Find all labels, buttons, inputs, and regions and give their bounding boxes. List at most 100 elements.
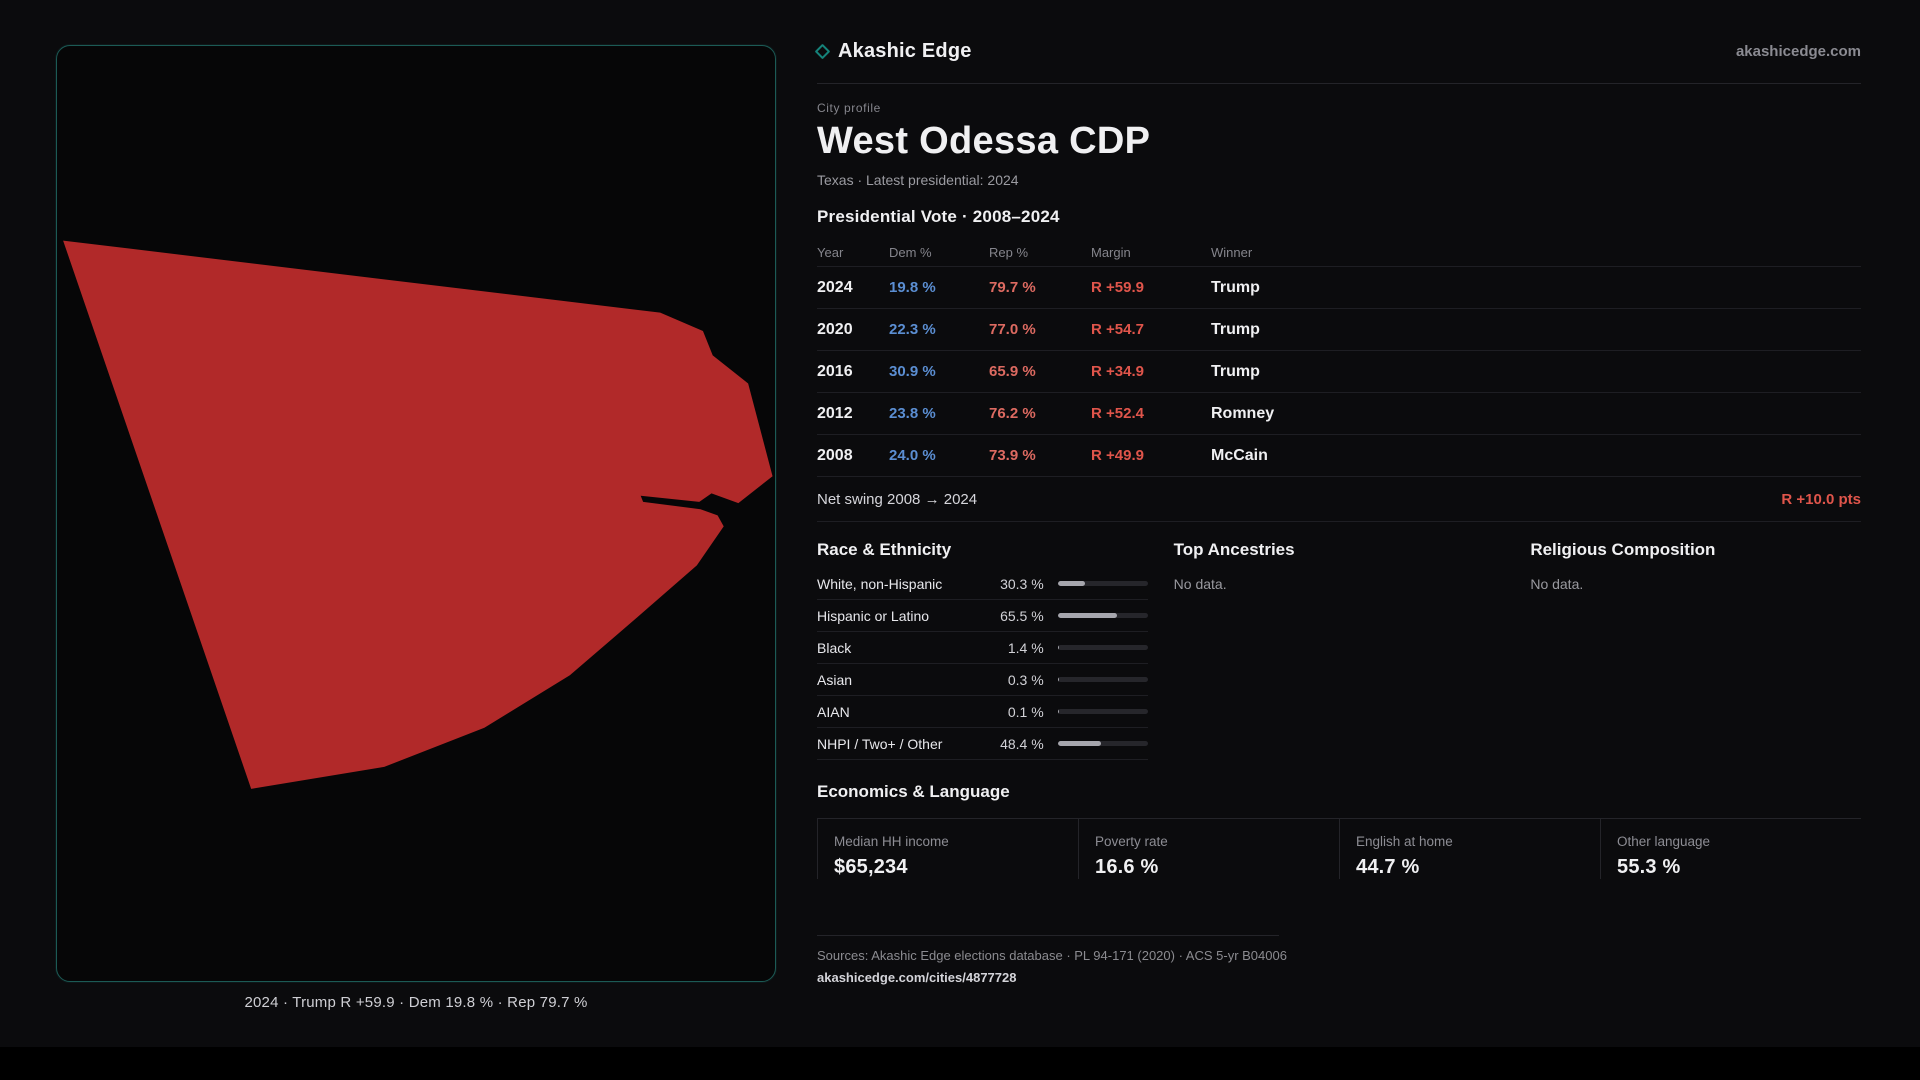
vote-section-heading: Presidential Vote · 2008–2024 [817,207,1060,226]
race-bar-fill [1057,613,1117,618]
list-item: NHPI / Two+ / Other 48.4 % [817,728,1148,760]
list-item: Hispanic or Latino 65.5 % [817,600,1148,632]
table-row: 2016 30.9 % 65.9 % R +34.9 Trump [817,351,1861,393]
cell-dem: 23.8 % [889,405,936,422]
race-bar-fill [1057,645,1059,650]
race-value: 0.3 % [1007,671,1044,688]
sources-text: Sources: Akashic Edge elections database… [817,948,1287,963]
stat-label: Median HH income [834,834,949,849]
cell-rep: 76.2 % [989,405,1036,422]
stat-card: English at home 44.7 % [1339,819,1600,879]
stat-label: Other language [1617,834,1711,849]
stat-label: Poverty rate [1095,834,1168,849]
stat-value: 44.7 % [1356,856,1420,878]
cell-margin: R +34.9 [1091,363,1144,380]
cell-year: 2016 [817,362,853,380]
vote-table: Year Dem % Rep % Margin Winner 2024 19.8… [817,239,1861,477]
bottom-strip [0,1047,1920,1080]
cell-rep: 77.0 % [989,321,1036,338]
race-value: 30.3 % [1000,575,1044,592]
net-swing-label: Net swing 2008 → 2024 [817,491,978,508]
col-margin: Margin [1091,245,1131,260]
cell-margin: R +52.4 [1091,405,1144,422]
brand-name: Akashic Edge [838,40,972,62]
cell-winner: Trump [1211,278,1260,296]
net-swing-row: Net swing 2008 → 2024 R +10.0 pts [817,477,1861,522]
stat-card: Other language 55.3 % [1600,819,1861,879]
race-bar [1057,613,1148,618]
diamond-logo-icon [814,43,831,60]
cell-winner: Romney [1211,404,1275,422]
cell-dem: 30.9 % [889,363,936,380]
race-bar-fill [1057,741,1102,746]
stat-value: 55.3 % [1617,856,1681,878]
list-item: White, non-Hispanic 30.3 % [817,568,1148,600]
vote-table-header: Year Dem % Rep % Margin Winner [817,239,1861,267]
race-label: AIAN [817,703,850,720]
race-label: Hispanic or Latino [817,607,930,624]
page-title: West Odessa CDP [817,120,1151,162]
profile-panel: Akashic Edge akashicedge.com City profil… [776,0,1920,1047]
race-value: 48.4 % [1000,735,1044,752]
cell-margin: R +54.7 [1091,321,1144,338]
race-value: 0.1 % [1007,703,1044,720]
col-dem: Dem % [889,245,932,260]
eyebrow-label: City profile [817,101,881,115]
stat-value: 16.6 % [1095,856,1159,878]
table-row: 2024 19.8 % 79.7 % R +59.9 Trump [817,267,1861,309]
page-subtitle: Texas · Latest presidential: 2024 [817,172,1019,188]
col-winner: Winner [1211,245,1253,260]
city-map-svg [63,240,773,789]
cell-year: 2024 [817,278,853,296]
list-item: AIAN 0.1 % [817,696,1148,728]
race-value: 65.5 % [1000,607,1044,624]
col-rep: Rep % [989,245,1029,260]
map-caption: 2024 · Trump R +59.9 · Dem 19.8 % · Rep … [244,994,588,1011]
brand: Akashic Edge [814,40,972,63]
site-domain-link[interactable]: akashicedge.com [1735,43,1861,60]
map-panel: 2024 · Trump R +59.9 · Dem 19.8 % · Rep … [0,0,776,1047]
cell-winner: Trump [1211,320,1260,338]
race-bar [1057,741,1148,746]
stat-card: Poverty rate 16.6 % [1078,819,1339,879]
list-item: Black 1.4 % [817,632,1148,664]
race-bar [1057,645,1148,650]
cell-rep: 73.9 % [989,447,1036,464]
panel-footer: Sources: Akashic Edge elections database… [817,935,1287,985]
race-ethnicity-column: Race & Ethnicity White, non-Hispanic 30.… [817,540,1148,760]
race-label: NHPI / Two+ / Other [817,735,943,752]
race-value: 1.4 % [1007,639,1044,656]
race-label: Asian [817,671,853,688]
cell-rep: 79.7 % [989,279,1036,296]
city-boundary-shape [63,240,773,789]
cell-year: 2020 [817,320,853,338]
race-label: Black [817,639,852,656]
app-root: 2024 · Trump R +59.9 · Dem 19.8 % · Rep … [0,0,1920,1047]
cell-dem: 24.0 % [889,447,936,464]
stat-label: English at home [1356,834,1453,849]
stat-card: Median HH income $65,234 [817,819,1078,879]
col-year: Year [817,245,844,260]
cell-margin: R +59.9 [1091,279,1144,296]
list-item: Asian 0.3 % [817,664,1148,696]
panel-header: Akashic Edge akashicedge.com [814,40,1861,84]
religion-empty-state: No data. [1530,576,1584,592]
cell-margin: R +49.9 [1091,447,1144,464]
table-row: 2020 22.3 % 77.0 % R +54.7 Trump [817,309,1861,351]
race-bar [1057,709,1148,714]
cell-year: 2012 [817,404,853,422]
race-bar [1057,677,1148,682]
city-map[interactable] [56,45,776,982]
stat-value: $65,234 [834,856,908,878]
city-permalink[interactable]: akashicedge.com/cities/4877728 [817,970,1017,985]
cell-winner: Trump [1211,362,1260,380]
race-heading: Race & Ethnicity [817,540,952,559]
race-rows: White, non-Hispanic 30.3 % Hispanic or L… [817,568,1148,760]
race-bar-fill [1057,581,1085,586]
race-label: White, non-Hispanic [817,575,943,592]
economics-heading: Economics & Language [817,782,1010,801]
economics-stats: Median HH income $65,234 Poverty rate 16… [817,818,1861,879]
cell-dem: 22.3 % [889,321,936,338]
net-swing-value: R +10.0 pts [1781,491,1861,508]
table-row: 2008 24.0 % 73.9 % R +49.9 McCain [817,435,1861,477]
